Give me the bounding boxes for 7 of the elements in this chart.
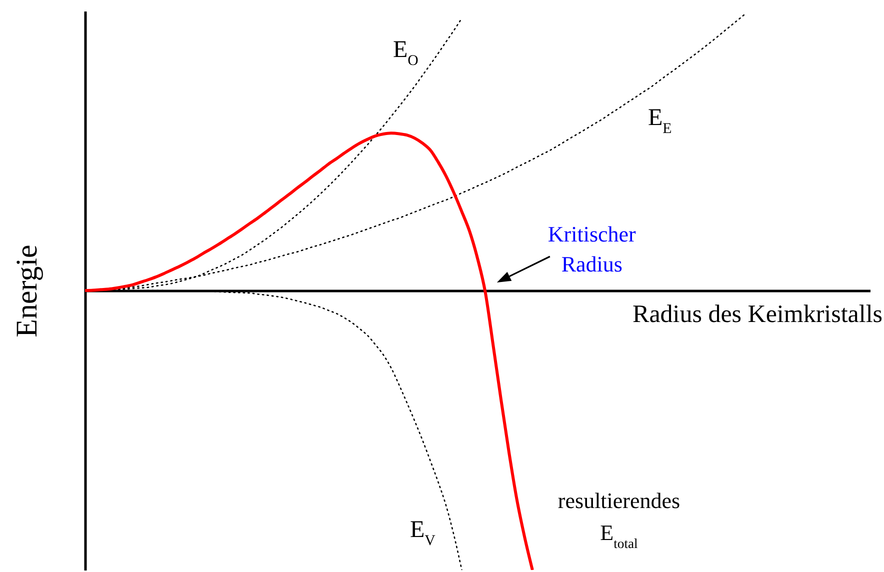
series-label: E$_{V}$: [410, 517, 436, 549]
series-label: E$_{E}$: [648, 105, 672, 137]
annotation: Kritischer Radius: [548, 222, 637, 276]
series-label: resultierendes E$_{total}$: [558, 488, 680, 550]
x-axis-title: Radius des Keimkristalls: [632, 301, 882, 328]
y-axis-title: Energie: [10, 244, 44, 338]
series-label: E$_{O}$: [393, 37, 419, 69]
